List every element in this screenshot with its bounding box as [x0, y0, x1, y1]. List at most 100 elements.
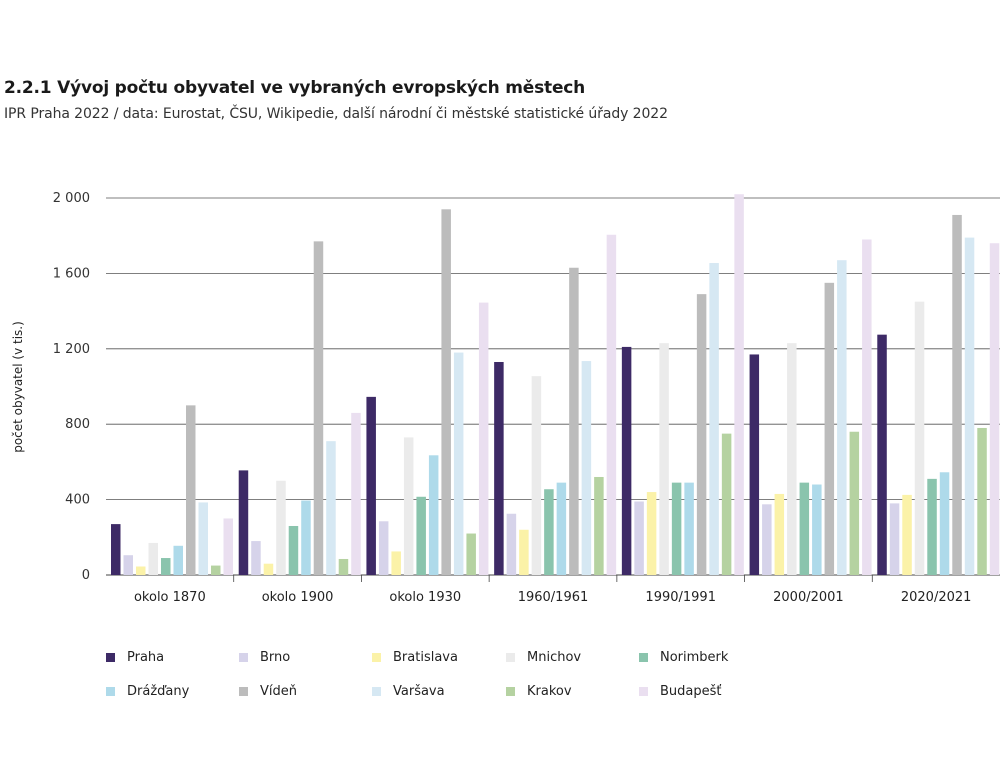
bar-norimberk — [799, 482, 810, 575]
bar-mnichov — [914, 301, 925, 575]
bar-vídeň — [441, 209, 451, 575]
legend-item: Mnichov — [506, 650, 581, 665]
bar-drážďany — [684, 482, 694, 575]
bar-brno — [889, 503, 900, 575]
legend-swatch — [639, 653, 648, 662]
bar-drážďany — [939, 472, 950, 575]
bar-mnichov — [787, 343, 797, 575]
bar-norimberk — [161, 558, 171, 575]
legend-item: Vídeň — [239, 684, 297, 699]
legend-item: Krakov — [506, 684, 572, 699]
bar-bratislava — [646, 492, 657, 575]
bar-varšava — [326, 441, 336, 575]
bar-budapešť — [989, 243, 1000, 576]
bar-brno — [634, 501, 644, 575]
legend-swatch — [239, 687, 248, 696]
bar-vídeň — [696, 294, 707, 575]
legend-label: Budapešť — [660, 684, 722, 699]
legend-item: Brno — [239, 650, 290, 665]
legend-swatch — [506, 687, 515, 696]
bar-budapešť — [606, 234, 617, 575]
bar-vídeň — [569, 267, 579, 575]
legend-label: Bratislava — [393, 650, 458, 665]
bar-drážďany — [301, 500, 311, 575]
bar-drážďany — [812, 484, 822, 575]
legend-swatch — [639, 687, 648, 696]
bar-krakov — [338, 558, 349, 575]
bar-norimberk — [288, 525, 299, 575]
y-tick-label: 0 — [82, 568, 90, 583]
legend-label: Norimberk — [660, 650, 729, 665]
x-tick-label: 2020/2021 — [901, 590, 972, 605]
bar-praha — [111, 524, 121, 575]
bar-krakov — [977, 427, 987, 575]
bar-mnichov — [276, 480, 286, 575]
bar-bratislava — [136, 566, 146, 575]
bar-praha — [494, 361, 504, 575]
bar-bratislava — [519, 529, 529, 575]
legend-label: Krakov — [527, 684, 572, 699]
bar-mnichov — [659, 343, 669, 575]
bar-varšava — [198, 502, 208, 575]
bar-norimberk — [927, 478, 937, 575]
bar-praha — [749, 354, 760, 575]
legend-item: Norimberk — [639, 650, 728, 665]
bar-budapešť — [223, 518, 233, 575]
bar-praha — [877, 334, 887, 575]
y-tick-label: 400 — [65, 493, 90, 508]
x-tick-label: 2000/2001 — [773, 590, 844, 605]
legend-label: Mnichov — [527, 650, 582, 665]
bar-vídeň — [952, 214, 962, 575]
bar-brno — [506, 513, 517, 575]
bar-praha — [621, 346, 632, 575]
bar-budapešť — [862, 239, 872, 575]
legend-item: Varšava — [372, 684, 445, 699]
bar-brno — [251, 541, 261, 575]
legend-label: Vídeň — [260, 684, 297, 699]
bar-varšava — [709, 263, 719, 575]
legend-swatch — [239, 653, 248, 662]
bar-krakov — [211, 565, 221, 575]
x-tick-label: okolo 1870 — [134, 590, 206, 605]
bar-varšava — [964, 237, 975, 575]
bar-brno — [123, 555, 133, 575]
bar-drážďany — [428, 455, 439, 575]
bar-praha — [366, 396, 376, 575]
bar-brno — [378, 521, 389, 575]
y-tick-label: 800 — [65, 417, 90, 432]
bar-krakov — [849, 431, 860, 575]
bar-vídeň — [824, 282, 835, 575]
legend-swatch — [106, 687, 115, 696]
axis-labels: 0 400 800 1 200 1 600 2 000 okolo 1870 okolo 19… — [53, 191, 972, 605]
legend-item: Praha — [106, 650, 164, 665]
bar-norimberk — [416, 496, 426, 575]
legend-label: Praha — [127, 650, 165, 665]
bar-norimberk — [671, 482, 682, 575]
legend-item: Drážďany — [106, 684, 189, 699]
bar-krakov — [594, 476, 604, 575]
bar-varšava — [453, 352, 464, 575]
x-tick-label: 1960/1961 — [518, 590, 589, 605]
bars — [111, 194, 1000, 576]
legend-label: Varšava — [393, 684, 445, 699]
x-tick-label: 1990/1991 — [645, 590, 716, 605]
bar-mnichov — [148, 542, 158, 575]
bar-bratislava — [263, 563, 274, 575]
bar-bratislava — [902, 494, 912, 575]
y-tick-label: 1 200 — [53, 342, 90, 357]
bar-chart: 0 400 800 1 200 1 600 2 000 okolo 1870 okolo 19… — [11, 191, 1000, 605]
bar-norimberk — [544, 489, 554, 575]
bar-varšava — [837, 260, 847, 575]
legend-swatch — [106, 653, 115, 662]
chart-subtitle: IPR Praha 2022 / data: Eurostat, ČSU, Wi… — [4, 106, 668, 122]
bar-brno — [762, 504, 772, 575]
legend-label: Drážďany — [127, 684, 190, 699]
x-tick-label: okolo 1900 — [262, 590, 334, 605]
bar-drážďany — [556, 482, 567, 575]
x-tick-label: okolo 1930 — [389, 590, 461, 605]
y-axis-label: počet obyvatel (v tis.) — [11, 321, 25, 453]
bar-budapešť — [478, 302, 489, 575]
legend-swatch — [372, 653, 381, 662]
bar-mnichov — [531, 376, 542, 575]
bar-varšava — [581, 361, 592, 575]
